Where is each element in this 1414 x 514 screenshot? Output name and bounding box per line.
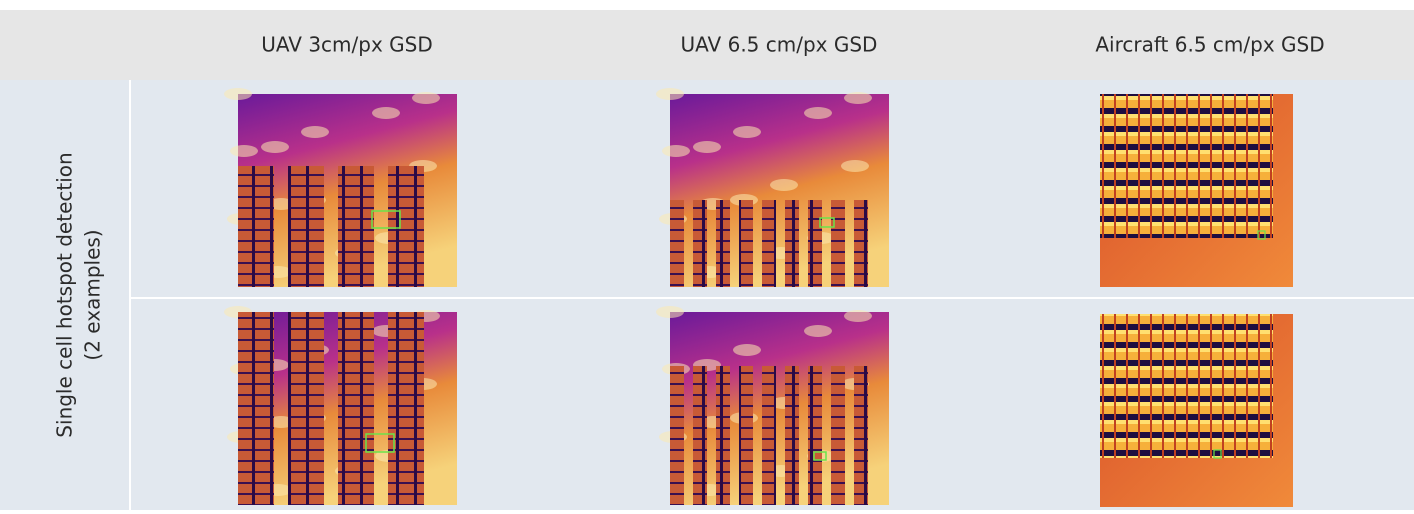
hot-spot (770, 179, 798, 191)
panel-column (388, 312, 424, 505)
panel-column (785, 200, 799, 287)
hot-spot (230, 145, 258, 157)
hot-spot (301, 126, 329, 138)
column-header: Aircraft 6.5 cm/px GSD (1095, 33, 1324, 57)
panel-column (388, 166, 424, 287)
thermal-image (656, 306, 889, 505)
panel-column (808, 366, 822, 505)
thermal-image (1100, 314, 1293, 507)
hot-spot (372, 107, 400, 119)
panel-column (338, 312, 374, 505)
panel-array (1100, 314, 1273, 458)
panel-column (762, 200, 776, 287)
panel-column (288, 312, 324, 505)
hot-spot (733, 126, 761, 138)
panel-column (831, 366, 845, 505)
panel-column (693, 366, 707, 505)
hot-spot (656, 306, 684, 318)
panel-column (808, 200, 822, 287)
hot-spot (733, 344, 761, 356)
panel-column (739, 366, 753, 505)
hot-spot (693, 141, 721, 153)
row-label-line: Single cell hotspot detection (53, 152, 77, 437)
hot-spot (841, 160, 869, 172)
panel-column (762, 366, 776, 505)
panel-column (670, 200, 684, 287)
hot-spot (844, 92, 872, 104)
row-label-line: (2 examples) (81, 229, 105, 360)
hot-spot (412, 92, 440, 104)
panel-column (670, 366, 684, 505)
column-header: UAV 6.5 cm/px GSD (681, 33, 878, 57)
panel-column (739, 200, 753, 287)
panel-column (716, 366, 730, 505)
panel-array (1100, 94, 1273, 238)
panel-column (716, 200, 730, 287)
thermal-image (224, 306, 457, 505)
hot-spot (656, 88, 684, 100)
panel-column (785, 366, 799, 505)
panel-column (854, 366, 868, 505)
thermal-image (224, 88, 457, 287)
panel-column (238, 166, 274, 287)
page: UAV 3cm/px GSD UAV 6.5 cm/px GSD Aircraf… (0, 0, 1414, 510)
thermal-image (1100, 94, 1293, 287)
panel-column (854, 200, 868, 287)
thermal-image (656, 88, 889, 287)
hot-spot (804, 325, 832, 337)
panel-column (288, 166, 324, 287)
panel-column (693, 200, 707, 287)
hot-spot (224, 88, 252, 100)
panel-column (338, 166, 374, 287)
hot-spot (662, 145, 690, 157)
panel-column (831, 200, 845, 287)
hot-spot (844, 310, 872, 322)
panel-column (238, 312, 274, 505)
hot-spot (261, 141, 289, 153)
table: UAV 3cm/px GSD UAV 6.5 cm/px GSD Aircraf… (0, 0, 1414, 510)
hot-spot (804, 107, 832, 119)
column-header: UAV 3cm/px GSD (261, 33, 433, 57)
